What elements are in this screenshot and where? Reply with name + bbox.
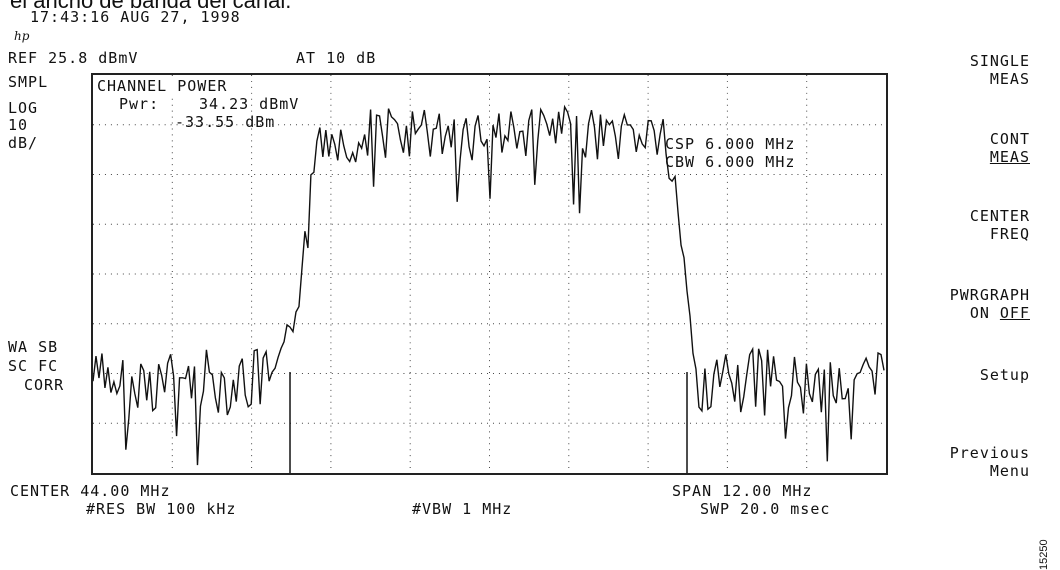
softkey-line1: CENTER <box>969 207 1030 225</box>
scale-value: 10 <box>8 116 29 134</box>
softkey-line2: FREQ <box>989 225 1030 243</box>
softkey-line1: Previous <box>949 444 1030 462</box>
status-corr: CORR <box>24 376 65 394</box>
scale-unit: dB/ <box>8 134 39 152</box>
figure-id: 15250 <box>1038 539 1050 570</box>
power-dbmv: 34.23 dBmV <box>199 95 300 113</box>
attenuation: AT 10 dB <box>296 49 377 67</box>
previous-menu-softkey[interactable]: Previous Menu <box>950 444 1030 480</box>
caption-text: el ancho de banda del canal. <box>10 0 292 13</box>
softkey-line1: CONT <box>989 130 1030 148</box>
single-meas-softkey[interactable]: SINGLE MEAS <box>970 52 1030 88</box>
softkey-line1: PWRGRAPH <box>949 286 1030 304</box>
reference-level: REF 25.8 dBmV <box>8 49 139 67</box>
scale-type: LOG <box>8 99 39 117</box>
datetime-readout: 17:43:16 AUG 27, 1998 <box>30 8 241 26</box>
softkey-line1: Setup <box>979 366 1030 384</box>
pwrgraph-on-label: ON <box>969 304 990 322</box>
pwrgraph-softkey[interactable]: PWRGRAPH ON OFF <box>950 286 1030 322</box>
softkey-line2: ON OFF <box>950 304 1030 322</box>
setup-softkey[interactable]: Setup <box>980 366 1030 384</box>
frequency-span: SPAN 12.00 MHz <box>672 482 813 500</box>
detector-mode: SMPL <box>8 73 49 91</box>
spectrum-trace <box>93 104 885 466</box>
channel-bandwidth: CBW 6.000 MHz <box>665 153 796 171</box>
center-frequency: CENTER 44.00 MHz <box>10 482 171 500</box>
softkey-line2: MEAS <box>989 148 1030 166</box>
spectrum-plot <box>93 75 886 473</box>
softkey-line2: Menu <box>989 462 1030 480</box>
center-freq-softkey[interactable]: CENTER FREQ <box>970 207 1030 243</box>
power-dbm: -33.55 dBm <box>175 113 276 131</box>
spectrum-display: CHANNEL POWER Pwr: 34.23 dBmV -33.55 dBm… <box>91 73 888 475</box>
channel-spacing: CSP 6.000 MHz <box>665 135 796 153</box>
status-wa-sb: WA SB <box>8 338 59 356</box>
pwrgraph-off-label: OFF <box>999 304 1030 322</box>
sweep-time: SWP 20.0 msec <box>700 500 831 518</box>
hp-logo-icon: hp <box>14 29 30 43</box>
cont-meas-softkey[interactable]: CONT MEAS <box>990 130 1030 166</box>
softkey-line2: MEAS <box>989 70 1030 88</box>
softkey-line1: SINGLE <box>969 52 1030 70</box>
power-label: Pwr: <box>119 95 160 113</box>
resolution-bandwidth: #RES BW 100 kHz <box>86 500 237 518</box>
status-sc-fc: SC FC <box>8 357 59 375</box>
video-bandwidth: #VBW 1 MHz <box>412 500 513 518</box>
measurement-mode: CHANNEL POWER <box>97 77 228 95</box>
